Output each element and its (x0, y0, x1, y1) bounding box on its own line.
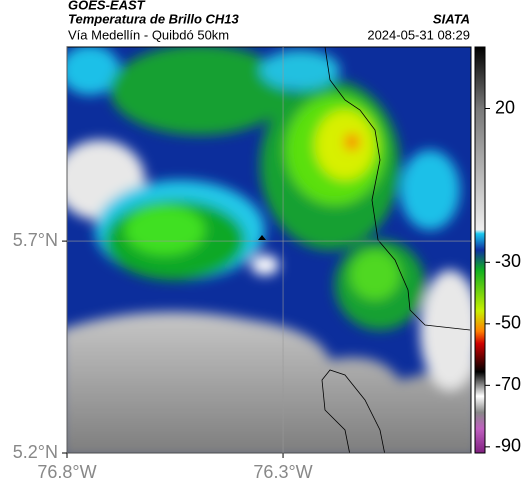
colorbar-label: 20 (495, 97, 515, 117)
title: GOES-EAST (68, 0, 146, 12)
colorbar-label: -90 (495, 436, 521, 456)
subtitle: Temperatura de Brillo CH13 (68, 11, 240, 26)
satellite-image (67, 47, 471, 453)
route: Vía Medellín - Quibdó 50km (68, 27, 229, 42)
colorbar-label: -70 (495, 374, 521, 394)
y-tick-label: 5.2°N (13, 442, 58, 462)
colorbar (474, 46, 486, 454)
x-tick-label: 76.3°W (253, 462, 312, 482)
source: SIATA (433, 11, 470, 26)
x-tick-label: 76.8°W (37, 462, 96, 482)
y-tick-label: 5.7°N (13, 230, 58, 250)
timestamp: 2024-05-31 08:29 (367, 27, 470, 42)
colorbar-label: -30 (495, 251, 521, 271)
colorbar-label: -50 (495, 313, 521, 333)
